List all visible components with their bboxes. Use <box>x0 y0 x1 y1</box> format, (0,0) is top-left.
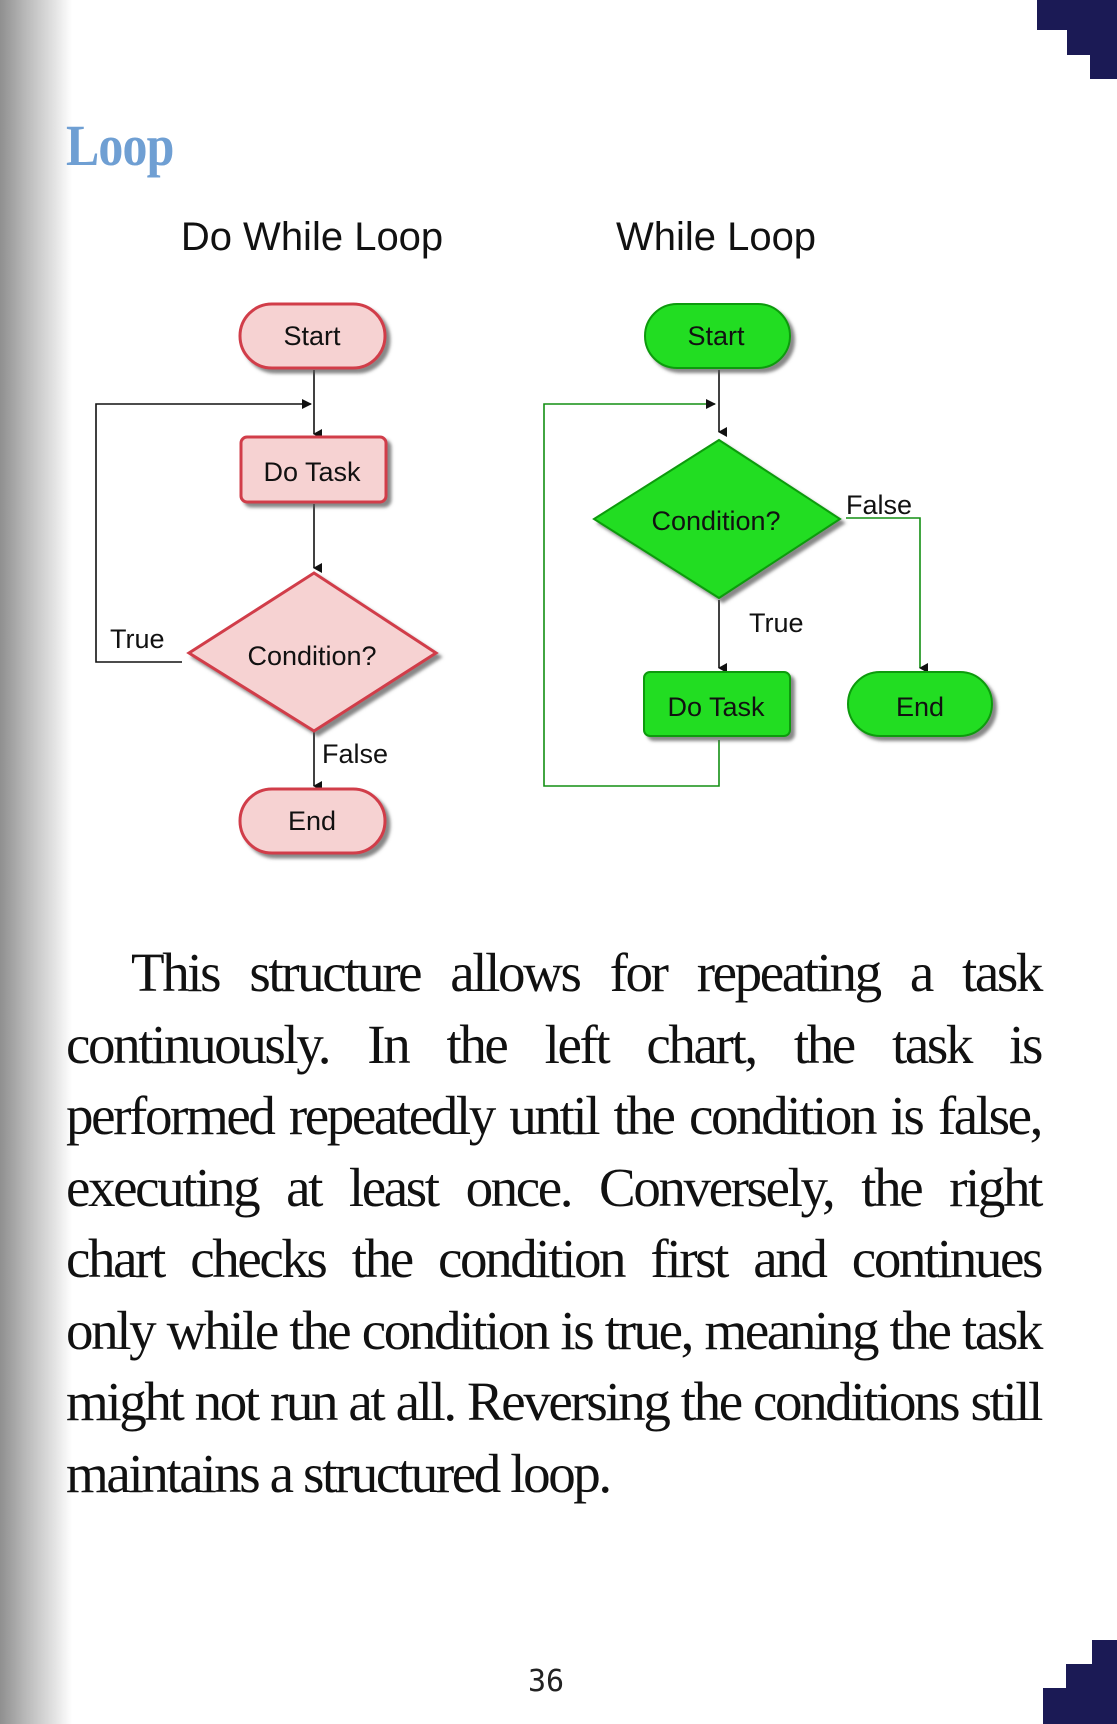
loop-flowcharts: Do While Loop Start Do Task Condition? T… <box>95 215 993 855</box>
while-heading: While Loop <box>616 215 816 259</box>
page-number: 36 <box>528 1664 565 1699</box>
while-task-node <box>643 671 791 737</box>
do-while-task-label: Do Task <box>263 457 361 487</box>
do-while-true-label: True <box>110 624 165 654</box>
do-while-heading: Do While Loop <box>181 215 443 259</box>
do-while-end-label: End <box>288 806 336 836</box>
while-flowchart: While Loop Start Condition? False True D… <box>543 215 993 787</box>
page-edge-shadow <box>0 0 72 1724</box>
do-while-task-node <box>239 435 388 504</box>
while-end-label: End <box>896 692 944 722</box>
while-task-label: Do Task <box>667 692 765 722</box>
do-while-start-label: Start <box>283 321 341 351</box>
while-condition-label: Condition? <box>651 506 780 536</box>
do-while-condition-node <box>186 571 439 733</box>
do-while-condition-label: Condition? <box>247 641 376 671</box>
while-start-node <box>644 303 791 369</box>
while-end-node <box>847 671 993 737</box>
while-true-label: True <box>749 608 804 638</box>
do-while-flowchart: Do While Loop Start Do Task Condition? T… <box>95 215 443 855</box>
do-while-start-node <box>238 302 387 370</box>
do-while-false-label: False <box>322 739 388 769</box>
while-start-label: Start <box>687 321 745 351</box>
while-condition-node <box>592 438 842 600</box>
while-connectors <box>543 370 928 787</box>
while-false-label: False <box>846 490 912 520</box>
page-title: Loop <box>66 113 174 178</box>
do-while-end-node <box>238 787 387 855</box>
do-while-connectors <box>95 370 322 791</box>
body-paragraph: This structure allows for repeating a ta… <box>66 942 1043 1504</box>
